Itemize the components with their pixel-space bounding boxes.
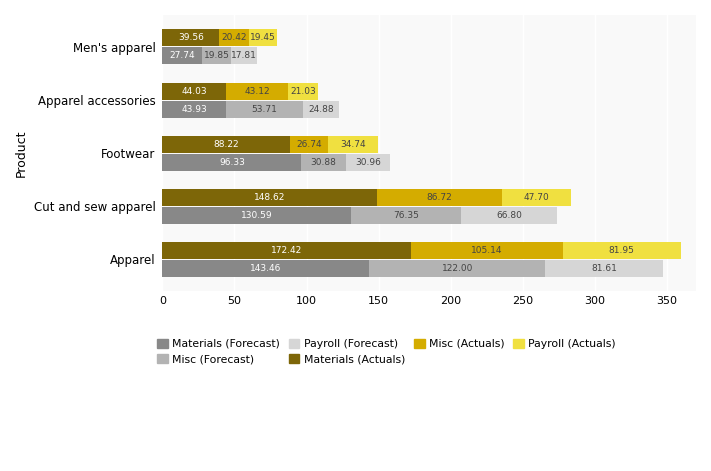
Bar bbox=[162, 136, 289, 153]
Text: 21.03: 21.03 bbox=[290, 87, 316, 96]
Bar bbox=[289, 136, 328, 153]
Bar bbox=[220, 29, 249, 46]
Bar bbox=[288, 82, 319, 99]
Bar bbox=[351, 207, 461, 224]
Text: 34.74: 34.74 bbox=[341, 140, 366, 149]
Text: 81.61: 81.61 bbox=[591, 264, 617, 273]
Bar bbox=[461, 207, 557, 224]
Bar bbox=[162, 260, 369, 277]
Text: 43.93: 43.93 bbox=[181, 105, 207, 114]
Text: 19.45: 19.45 bbox=[250, 33, 276, 42]
Text: 44.03: 44.03 bbox=[181, 87, 207, 96]
Text: 27.74: 27.74 bbox=[169, 51, 196, 60]
Bar bbox=[226, 82, 288, 99]
Bar bbox=[301, 154, 346, 171]
Bar bbox=[162, 82, 226, 99]
Bar bbox=[162, 29, 220, 46]
Text: 81.95: 81.95 bbox=[609, 246, 635, 255]
Text: 39.56: 39.56 bbox=[178, 33, 204, 42]
Bar bbox=[162, 207, 351, 224]
Bar bbox=[162, 101, 225, 118]
Text: 26.74: 26.74 bbox=[296, 140, 321, 149]
Legend: Materials (Forecast), Misc (Forecast), Payroll (Forecast), Materials (Actuals), : Materials (Forecast), Misc (Forecast), P… bbox=[153, 334, 621, 369]
Bar bbox=[328, 136, 378, 153]
Text: 172.42: 172.42 bbox=[271, 246, 302, 255]
Text: 17.81: 17.81 bbox=[231, 51, 257, 60]
Text: 96.33: 96.33 bbox=[219, 158, 245, 167]
Bar bbox=[162, 48, 203, 65]
Bar bbox=[162, 154, 301, 171]
Text: 20.42: 20.42 bbox=[221, 33, 247, 42]
Text: 88.22: 88.22 bbox=[213, 140, 239, 149]
Text: 53.71: 53.71 bbox=[252, 105, 277, 114]
Text: 122.00: 122.00 bbox=[442, 264, 473, 273]
Bar bbox=[369, 260, 545, 277]
Bar bbox=[203, 48, 231, 65]
Text: 76.35: 76.35 bbox=[393, 211, 419, 220]
Bar bbox=[411, 242, 562, 259]
Text: 47.70: 47.70 bbox=[523, 193, 549, 202]
Bar bbox=[225, 101, 303, 118]
Text: 43.12: 43.12 bbox=[244, 87, 269, 96]
Text: 30.96: 30.96 bbox=[356, 158, 381, 167]
Text: 66.80: 66.80 bbox=[496, 211, 522, 220]
Bar bbox=[249, 29, 277, 46]
Bar bbox=[303, 101, 339, 118]
Text: 24.88: 24.88 bbox=[309, 105, 334, 114]
Y-axis label: Product: Product bbox=[15, 130, 28, 177]
Text: 105.14: 105.14 bbox=[471, 246, 503, 255]
Bar bbox=[562, 242, 681, 259]
Bar bbox=[346, 154, 390, 171]
Bar bbox=[231, 48, 257, 65]
Text: 148.62: 148.62 bbox=[254, 193, 285, 202]
Text: 86.72: 86.72 bbox=[427, 193, 452, 202]
Bar bbox=[162, 189, 377, 206]
Bar bbox=[545, 260, 663, 277]
Text: 143.46: 143.46 bbox=[250, 264, 282, 273]
Bar bbox=[502, 189, 571, 206]
Text: 19.85: 19.85 bbox=[204, 51, 230, 60]
Text: 30.88: 30.88 bbox=[311, 158, 336, 167]
Bar bbox=[377, 189, 502, 206]
Bar bbox=[162, 242, 411, 259]
Text: 130.59: 130.59 bbox=[241, 211, 272, 220]
